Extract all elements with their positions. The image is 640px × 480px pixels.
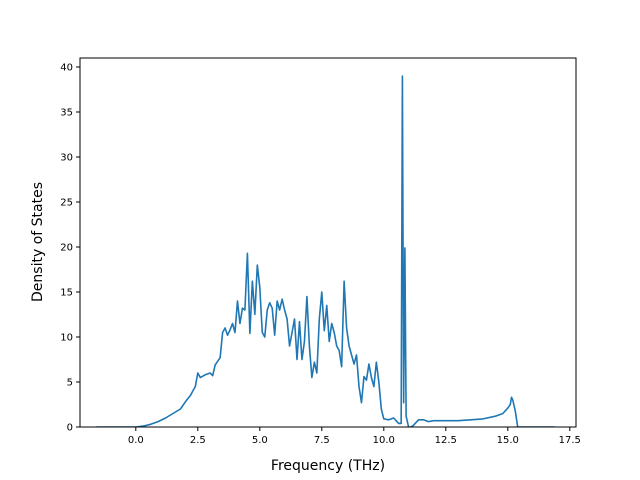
x-tick-label: 17.5 xyxy=(559,435,581,446)
x-tick-label: 12.5 xyxy=(435,435,457,446)
x-tick-label: 2.5 xyxy=(190,435,206,446)
y-axis-label: Density of States xyxy=(30,182,46,302)
y-tick-label: 30 xyxy=(60,153,73,164)
plot-area xyxy=(79,57,577,428)
x-tick-label: 7.5 xyxy=(314,435,330,446)
y-tick-label: 10 xyxy=(60,333,73,344)
y-tick-label: 40 xyxy=(60,63,73,74)
x-tick-label: 10.0 xyxy=(373,435,395,446)
x-axis-ticks: 0.0 2.5 5.0 7.5 10.0 12.5 15.0 17.5 xyxy=(128,427,581,446)
x-axis-label: Frequency (THz) xyxy=(271,458,385,474)
x-tick-label: 15.0 xyxy=(497,435,519,446)
y-tick-label: 20 xyxy=(60,243,73,254)
y-tick-label: 15 xyxy=(60,288,73,299)
y-axis-ticks: 0 5 10 15 20 25 30 35 40 xyxy=(60,63,80,434)
x-tick-label: 0.0 xyxy=(128,435,144,446)
dos-series-line-0 xyxy=(96,75,555,427)
x-tick-label: 5.0 xyxy=(252,435,268,446)
axes-frame xyxy=(79,57,577,428)
y-tick-label: 0 xyxy=(67,423,73,434)
y-tick-label: 35 xyxy=(60,108,73,119)
y-tick-label: 25 xyxy=(60,198,73,209)
y-tick-label: 5 xyxy=(67,378,73,389)
